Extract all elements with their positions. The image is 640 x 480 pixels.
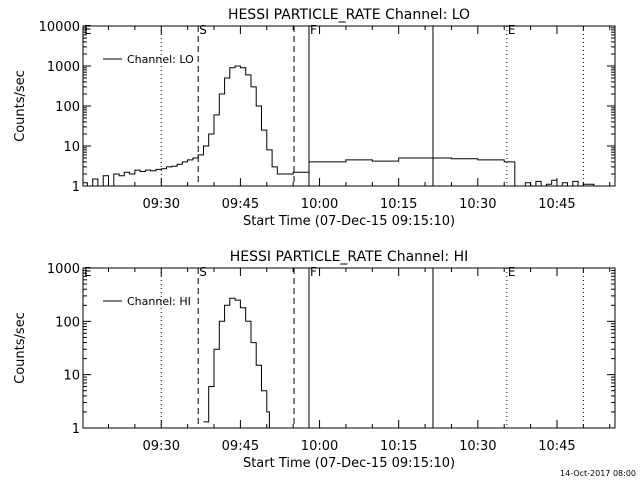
- y-tick-label-1: 10: [63, 369, 80, 384]
- x-axis-label-0: Start Time (07-Dec-15 09:15:10): [243, 214, 455, 229]
- y-tick-label-1: 1000: [47, 262, 80, 277]
- x-tick-label-0: 09:45: [222, 197, 259, 212]
- series-line-0-0: [83, 65, 615, 187]
- x-axis-label-1: Start Time (07-Dec-15 09:15:10): [243, 456, 455, 471]
- event-marker-label-1: E: [508, 265, 516, 279]
- y-tick-label-0: 100: [55, 100, 80, 115]
- event-marker-label-0: E: [84, 23, 92, 37]
- y-tick-label-1: 100: [55, 315, 80, 330]
- x-tick-label-1: 09:45: [222, 439, 259, 454]
- series-line-1-0: [203, 297, 270, 428]
- x-tick-label-0: 10:00: [301, 197, 338, 212]
- event-marker-label-1: F: [310, 265, 317, 279]
- y-tick-label-0: 10000: [39, 20, 80, 35]
- x-tick-label-1: 10:45: [538, 439, 575, 454]
- x-tick-label-1: 10:15: [380, 439, 417, 454]
- event-marker-label-0: S: [199, 23, 207, 37]
- event-marker-label-0: E: [508, 23, 516, 37]
- legend-label-1: Channel: HI: [127, 295, 191, 308]
- x-tick-label-0: 10:15: [380, 197, 417, 212]
- x-tick-label-0: 10:45: [538, 197, 575, 212]
- y-axis-label-1: Counts/sec: [13, 312, 28, 384]
- timestamp-stamp: 14-Oct-2017 08:00: [560, 469, 636, 478]
- x-tick-label-0: 10:30: [459, 197, 496, 212]
- legend-label-0: Channel: LO: [127, 53, 194, 66]
- y-tick-label-0: 1000: [47, 60, 80, 75]
- y-tick-label-0: 1: [72, 180, 80, 195]
- y-tick-label-0: 10: [63, 140, 80, 155]
- event-marker-label-1: S: [199, 265, 207, 279]
- x-tick-label-1: 10:00: [301, 439, 338, 454]
- chart-title-1: HESSI PARTICLE_RATE Channel: HI: [230, 249, 468, 265]
- chart-title-0: HESSI PARTICLE_RATE Channel: LO: [228, 7, 470, 23]
- plot-frame-0: [82, 25, 616, 187]
- y-tick-label-1: 1: [72, 422, 80, 437]
- event-marker-label-1: E: [84, 265, 92, 279]
- x-tick-label-1: 09:30: [143, 439, 180, 454]
- x-tick-label-0: 09:30: [143, 197, 180, 212]
- y-axis-label-0: Counts/sec: [13, 70, 28, 142]
- event-marker-label-0: F: [310, 23, 317, 37]
- plot-frame-1: [82, 267, 616, 429]
- x-tick-label-1: 10:30: [459, 439, 496, 454]
